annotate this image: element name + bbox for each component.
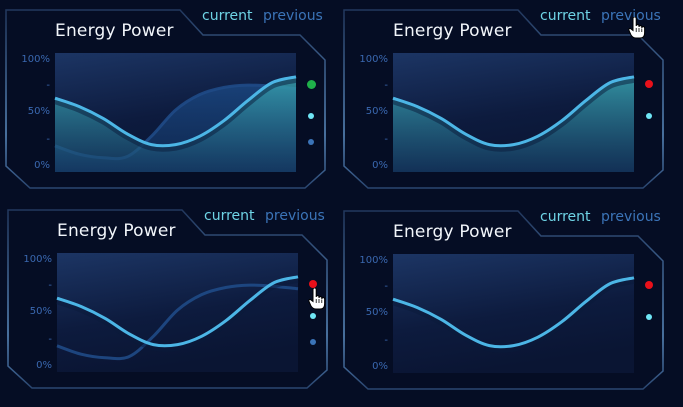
y-axis-tick: -	[384, 80, 388, 91]
y-axis-tick: -	[46, 80, 50, 91]
panel-title: Energy Power	[57, 221, 176, 241]
y-axis-tick: 50%	[365, 106, 388, 117]
y-axis-tick: -	[384, 134, 388, 145]
red-dot-toggle[interactable]	[309, 280, 317, 288]
panel-title: Energy Power	[393, 222, 512, 242]
y-axis-tick: -	[48, 280, 52, 291]
y-axis-tick: 100%	[23, 254, 52, 265]
panel-title: Energy Power	[55, 21, 174, 41]
green-dot-toggle[interactable]	[306, 79, 316, 89]
plot-area	[392, 254, 635, 373]
y-axis-tick: 50%	[365, 307, 388, 318]
legend-previous-toggle[interactable]: previous	[601, 209, 661, 225]
y-axis-tick: 0%	[34, 160, 50, 171]
y-axis-tick: 100%	[359, 54, 388, 65]
legend-current-toggle[interactable]: current	[202, 8, 253, 24]
panel-frame	[5, 9, 326, 189]
cyan-dot-toggle[interactable]	[310, 313, 316, 319]
cyan-dot-toggle[interactable]	[646, 113, 652, 119]
panel-title: Energy Power	[393, 21, 512, 41]
red-dot-toggle[interactable]	[645, 281, 653, 289]
plot-area	[392, 53, 635, 172]
legend-current-toggle[interactable]: current	[204, 208, 255, 224]
legend-previous-toggle[interactable]: previous	[263, 8, 323, 24]
y-axis-tick: 50%	[27, 106, 50, 117]
red-dot-toggle[interactable]	[645, 80, 653, 88]
blue-dot-toggle[interactable]	[310, 339, 316, 345]
y-axis-tick: 0%	[36, 360, 52, 371]
energy-power-panel: Energy Power current previous 100% - 50% - 0…	[0, 0, 340, 200]
y-axis-tick: -	[384, 281, 388, 292]
cyan-dot-toggle[interactable]	[308, 113, 314, 119]
panel-frame	[343, 9, 664, 189]
plot-area	[56, 253, 299, 372]
energy-power-panel: Energy Power current previous 100% - 50% - 0…	[338, 201, 678, 401]
y-axis-tick: -	[48, 334, 52, 345]
energy-power-panel: Energy Power current previous 100% - 50% - 0…	[2, 200, 342, 400]
legend-current-toggle[interactable]: current	[540, 209, 591, 225]
y-axis-tick: 50%	[29, 306, 52, 317]
y-axis-tick: 0%	[372, 361, 388, 372]
blue-dot-toggle[interactable]	[308, 139, 314, 145]
energy-power-panel: Energy Power current previous 100% - 50% - 0…	[338, 0, 678, 200]
legend-current-toggle[interactable]: current	[540, 8, 591, 24]
panel-frame	[7, 209, 328, 389]
y-axis-tick: 0%	[372, 160, 388, 171]
y-axis-tick: 100%	[359, 255, 388, 266]
y-axis-tick: -	[46, 134, 50, 145]
legend-previous-toggle[interactable]: previous	[601, 8, 661, 24]
plot-area	[54, 53, 297, 172]
y-axis-tick: -	[384, 335, 388, 346]
y-axis-tick: 100%	[21, 54, 50, 65]
cyan-dot-toggle[interactable]	[646, 314, 652, 320]
legend-previous-toggle[interactable]: previous	[265, 208, 325, 224]
panel-frame	[343, 210, 664, 390]
